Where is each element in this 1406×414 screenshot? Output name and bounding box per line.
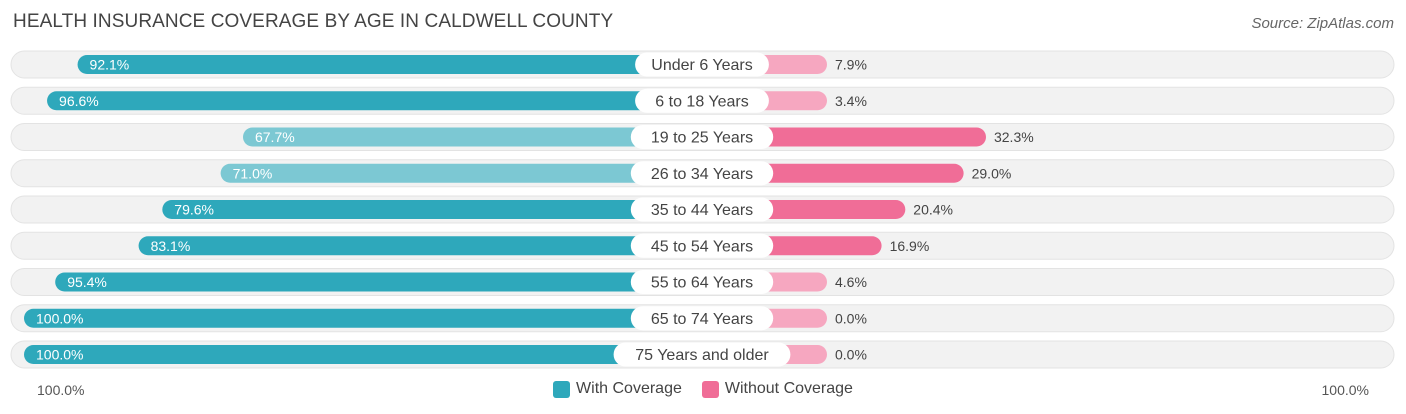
value-label-without-coverage: 0.0% [835, 310, 867, 326]
category-label: 35 to 44 Years [651, 202, 753, 219]
value-label-with-coverage: 67.7% [255, 129, 295, 145]
value-label-without-coverage: 20.4% [913, 202, 953, 218]
legend-label-without-coverage: Without Coverage [724, 380, 853, 397]
value-label-without-coverage: 0.0% [835, 347, 867, 363]
value-label-without-coverage: 3.4% [835, 93, 867, 109]
bar-with-coverage [242, 127, 702, 147]
value-label-without-coverage: 29.0% [972, 165, 1012, 181]
value-label-without-coverage: 7.9% [835, 57, 867, 73]
value-label-without-coverage: 16.9% [890, 238, 930, 254]
chart-source: Source: ZipAtlas.com [1251, 15, 1394, 32]
value-label-with-coverage: 83.1% [151, 238, 191, 254]
bar-with-coverage [77, 55, 702, 74]
category-label: 65 to 74 Years [651, 311, 753, 328]
value-label-with-coverage: 92.1% [90, 57, 130, 73]
category-pill [635, 88, 769, 113]
legend-label-with-coverage: With Coverage [576, 380, 682, 397]
category-pill [630, 197, 774, 222]
axis-left-label: 100.0% [37, 382, 85, 398]
category-pill [613, 342, 791, 367]
bar-with-coverage [24, 308, 702, 328]
bar-with-coverage [138, 236, 702, 256]
chart-title: HEALTH INSURANCE COVERAGE BY AGE IN CALD… [13, 11, 614, 32]
value-label-with-coverage: 79.6% [174, 202, 214, 218]
category-pill [630, 161, 774, 186]
category-label: 6 to 18 Years [655, 93, 748, 110]
value-label-without-coverage: 4.6% [835, 274, 867, 290]
category-label: 55 to 64 Years [651, 275, 753, 292]
category-pill [630, 306, 774, 331]
value-label-with-coverage: 100.0% [36, 310, 83, 326]
bar-with-coverage [162, 200, 702, 219]
bar-with-coverage [220, 163, 702, 183]
category-label: 19 to 25 Years [651, 130, 753, 147]
legend-item-without-coverage[interactable]: Without Coverage [701, 380, 853, 398]
bar-with-coverage [47, 91, 702, 111]
category-label: 45 to 54 Years [651, 238, 753, 255]
category-pill [630, 270, 774, 294]
category-pill [630, 125, 774, 149]
legend-swatch-without-coverage [701, 380, 719, 398]
legend-swatch-with-coverage [553, 380, 571, 398]
bar-without-coverage [702, 127, 986, 147]
category-label: Under 6 Years [651, 57, 752, 74]
value-label-with-coverage: 96.6% [59, 93, 99, 109]
axis-right-label: 100.0% [1321, 382, 1369, 398]
value-label-without-coverage: 32.3% [994, 129, 1034, 145]
category-pill [630, 233, 774, 258]
value-label-with-coverage: 71.0% [233, 165, 273, 181]
value-label-with-coverage: 100.0% [36, 347, 83, 363]
bar-with-coverage [55, 272, 703, 292]
category-label: 75 Years and older [635, 347, 769, 364]
bar-with-coverage [24, 345, 702, 364]
category-label: 26 to 34 Years [651, 166, 753, 183]
value-label-with-coverage: 95.4% [67, 274, 107, 290]
legend-item-with-coverage[interactable]: With Coverage [553, 380, 682, 398]
legend: With Coverage Without Coverage [0, 380, 1406, 398]
category-pill [635, 52, 769, 77]
